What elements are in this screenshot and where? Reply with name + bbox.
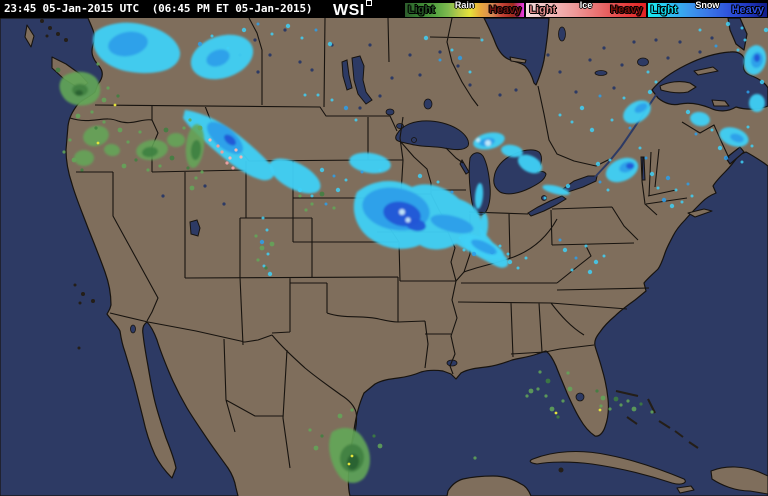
timestamp-text: 23:45 05-Jan-2015 UTC (06:45 PM ET 05-Ja… <box>4 2 313 15</box>
precip-legend: Rain Light Heavy Ice Light Heavy Snow Li… <box>404 0 768 18</box>
rain-specks-layer <box>55 62 654 466</box>
legend-snow-title: Snow <box>695 0 720 10</box>
wsi-logo-text: WSI <box>333 2 365 19</box>
legend-rain-light-label: Light <box>408 4 435 16</box>
legend-rain-title: Rain <box>454 0 475 10</box>
ice-layer <box>208 138 243 170</box>
legend-ice-band: Ice Light Heavy <box>525 0 647 18</box>
snow-specks-layer <box>197 21 768 277</box>
ocean-layer <box>0 18 768 496</box>
rain-layer <box>59 71 370 483</box>
snow-layer <box>93 22 767 268</box>
wsi-logo: WSI <box>333 0 372 20</box>
legend-rain-heavy-label: Heavy <box>488 4 522 16</box>
wsi-logo-degree-mark <box>365 0 372 6</box>
header-bar: 23:45 05-Jan-2015 UTC (06:45 PM ET 05-Ja… <box>0 0 768 20</box>
legend-snow-band: Snow Light Heavy <box>646 0 768 18</box>
legend-rain-band: Rain Light Heavy <box>404 0 526 18</box>
islands-layer <box>24 19 768 495</box>
legend-ice-light-label: Light <box>529 4 557 16</box>
lakes-layer <box>130 26 714 402</box>
legend-snow-heavy-label: Heavy <box>731 4 764 16</box>
legend-ice-heavy-label: Heavy <box>610 4 643 16</box>
legend-snow-light-label: Light <box>650 4 678 16</box>
radar-map <box>0 18 768 496</box>
legend-ice-title: Ice <box>579 0 593 10</box>
